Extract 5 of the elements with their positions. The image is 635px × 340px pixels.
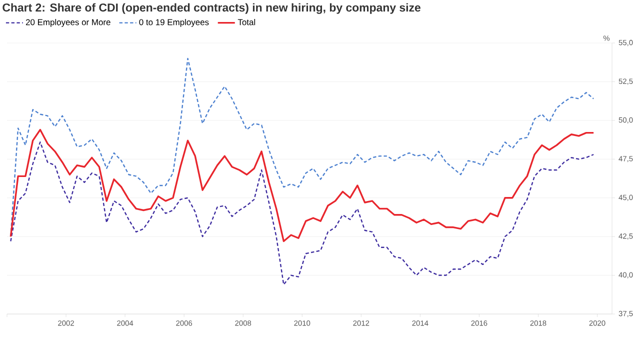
line-series [10, 128, 594, 242]
legend-label: 20 Employees or More [26, 18, 110, 27]
legend-label: Total [238, 18, 256, 26]
chart-title: Chart 2: Share of CDI (open-ended contracts) in new hiring, by company size [2, 3, 420, 14]
legend-label: 0 to 19 Employees [139, 18, 209, 27]
